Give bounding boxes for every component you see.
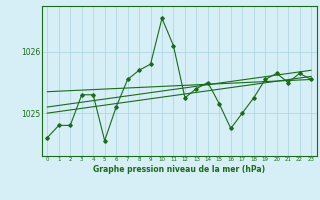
X-axis label: Graphe pression niveau de la mer (hPa): Graphe pression niveau de la mer (hPa) <box>93 165 265 174</box>
